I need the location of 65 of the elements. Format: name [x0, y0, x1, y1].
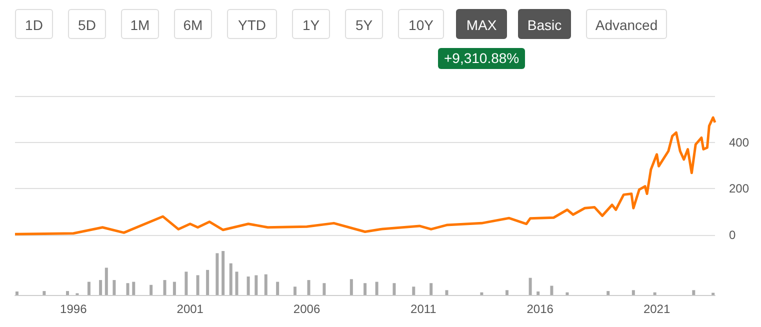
bar: [206, 270, 210, 295]
x-tick-label: 2021: [643, 302, 670, 316]
bar: [276, 282, 280, 295]
bar: [150, 284, 153, 295]
bar: [126, 283, 130, 295]
bar: [172, 282, 176, 295]
bar: [196, 275, 200, 295]
text: 1Y: [292, 9, 330, 39]
bar: [104, 268, 108, 295]
bar: [99, 280, 102, 295]
bar: [566, 292, 569, 295]
line-series: [14, 116, 716, 236]
bar: [15, 291, 18, 295]
x-tick-label: 2016: [526, 302, 554, 316]
bar: [536, 291, 540, 295]
y-tick-label: 400: [729, 135, 750, 150]
bar: [264, 274, 268, 295]
bar: [653, 292, 656, 295]
bar: [132, 282, 136, 295]
bar: [692, 290, 696, 295]
text: 10Y: [398, 9, 444, 39]
text: 5Y: [345, 9, 383, 39]
text: MAX: [456, 9, 507, 39]
x-tick-label: 1996: [60, 302, 88, 316]
text: 5D: [68, 9, 106, 39]
text: 1M: [121, 9, 159, 39]
bar: [246, 276, 250, 295]
y-tick-label: 200: [729, 182, 750, 196]
bar: [445, 290, 448, 295]
bar: [375, 282, 378, 295]
bar: [294, 286, 297, 295]
bar: [184, 272, 188, 295]
bar: [307, 280, 310, 295]
text: 6M: [174, 9, 212, 39]
bar: [322, 283, 326, 295]
bar: [42, 291, 46, 295]
bar: [392, 283, 396, 295]
bar: [606, 291, 610, 295]
text: Basic: [518, 9, 571, 39]
bar: [412, 286, 416, 295]
bar: [350, 279, 353, 295]
text: YTD: [227, 9, 277, 39]
bar: [216, 253, 219, 295]
y-tick-label: 0: [729, 228, 736, 242]
x-tick-label: 2001: [176, 302, 204, 316]
x-tick-label: 2006: [293, 302, 320, 316]
bar: [505, 290, 508, 295]
bar: [235, 272, 238, 295]
text: 1D: [15, 9, 53, 39]
bar: [550, 286, 554, 295]
bar: [364, 283, 367, 295]
bar: [222, 251, 225, 295]
text: Advanced: [586, 9, 667, 39]
x-tick-label: 2011: [410, 302, 437, 316]
bar: [66, 291, 70, 295]
bar: [480, 292, 484, 295]
bar: [229, 263, 232, 295]
bar: [430, 283, 433, 295]
bar: [254, 275, 258, 295]
bar: [632, 290, 635, 295]
bar: [112, 280, 116, 295]
bar: [163, 280, 166, 295]
text: +9,310.88%: [438, 48, 526, 69]
bar: [87, 282, 90, 295]
bar: [528, 278, 532, 295]
